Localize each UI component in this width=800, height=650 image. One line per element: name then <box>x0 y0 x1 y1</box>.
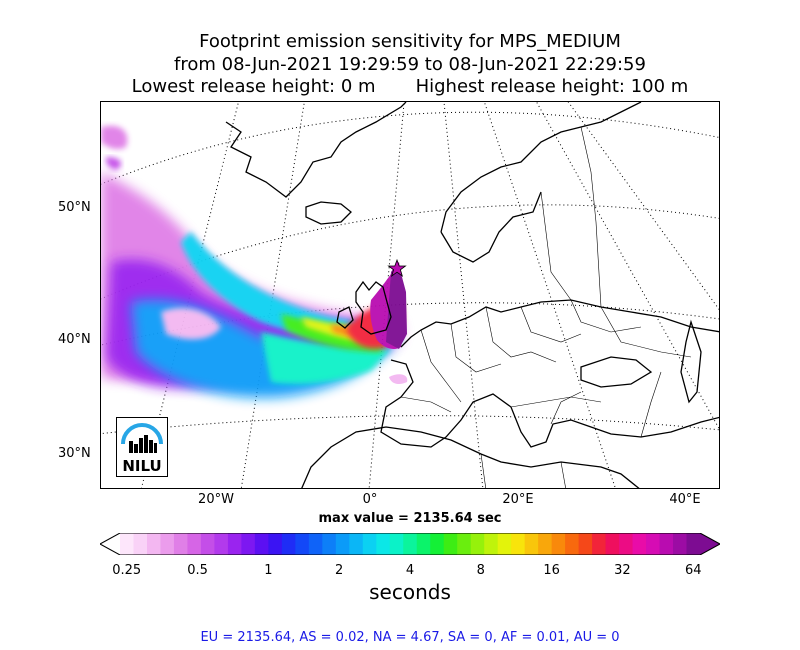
lon-label-0: 0° <box>362 492 378 507</box>
colorbar-cell <box>362 533 377 555</box>
colorbar-cell <box>133 533 148 555</box>
lat-label-50n: 50°N <box>58 200 91 215</box>
colorbar-cell <box>160 533 175 555</box>
colorbar-tick-label: 0.5 <box>187 563 208 578</box>
colorbar-cell <box>295 533 310 555</box>
lat-label-40n: 40°N <box>58 332 91 347</box>
colorbar-cell <box>619 533 634 555</box>
title-line-3: Lowest release height: 0 m Highest relea… <box>131 76 689 97</box>
colorbar-tick-label: 32 <box>614 563 631 578</box>
colorbar-cell <box>322 533 337 555</box>
footprint-plume <box>101 125 408 398</box>
colorbar-cell <box>457 533 472 555</box>
colorbar-tick-label: 4 <box>405 563 415 578</box>
colorbar-cell <box>565 533 580 555</box>
colorbar-tick-label: 8 <box>476 563 485 578</box>
colorbar-cell <box>470 533 485 555</box>
colorbar-cell <box>524 533 539 555</box>
colorbar-cell <box>227 533 242 555</box>
colorbar-tick-label: 1 <box>264 563 273 578</box>
colorbar <box>100 533 720 555</box>
colorbar-cell <box>592 533 607 555</box>
colorbar-cell <box>443 533 458 555</box>
colorbar-cell <box>120 533 134 555</box>
map-panel[interactable] <box>100 101 720 489</box>
colorbar-cell <box>605 533 620 555</box>
colorbar-cell <box>484 533 499 555</box>
colorbar-cell <box>659 533 674 555</box>
nilu-logo: NILU <box>116 417 168 477</box>
colorbar-units-label: seconds <box>369 580 451 604</box>
nilu-logo-graphic <box>121 423 163 453</box>
colorbar-cell <box>335 533 350 555</box>
colorbar-cell <box>646 533 661 555</box>
colorbar-cell <box>173 533 188 555</box>
colorbar-extend-low <box>100 533 120 555</box>
colorbar-cell <box>268 533 283 555</box>
colorbar-cell <box>673 533 688 555</box>
title-line-1: Footprint emission sensitivity for MPS_M… <box>199 31 621 52</box>
colorbar-cell <box>632 533 647 555</box>
colorbar-cell <box>200 533 215 555</box>
colorbar-cell <box>349 533 364 555</box>
release-location-marker <box>387 258 407 278</box>
lat-label-30n: 30°N <box>58 446 91 461</box>
colorbar-cell <box>403 533 418 555</box>
colorbar-cell <box>686 533 701 555</box>
colorbar-cell <box>389 533 404 555</box>
colorbar-cell <box>187 533 202 555</box>
colorbar-tick-label: 16 <box>543 563 560 578</box>
colorbar-tick-label: 0.25 <box>112 563 142 578</box>
nilu-logo-text: NILU <box>122 457 162 475</box>
colorbar-cell <box>254 533 269 555</box>
colorbar-cell <box>214 533 229 555</box>
colorbar-cell <box>281 533 296 555</box>
colorbar-cell <box>241 533 256 555</box>
country-borders <box>400 126 692 488</box>
max-value-label: max value = 2135.64 sec <box>318 511 502 526</box>
colorbar-cell <box>308 533 323 555</box>
colorbar-cell <box>497 533 512 555</box>
colorbar-cell <box>538 533 553 555</box>
colorbar-cell <box>578 533 593 555</box>
lon-label-40e: 40°E <box>669 492 701 507</box>
colorbar-cell <box>430 533 445 555</box>
colorbar-cell <box>416 533 431 555</box>
colorbar-cell <box>511 533 526 555</box>
lon-label-20w: 20°W <box>198 492 234 507</box>
colorbar-tick-label: 2 <box>335 563 344 578</box>
map-svg <box>101 102 719 488</box>
colorbar-tick-label: 64 <box>684 563 702 578</box>
lon-label-20e: 20°E <box>502 492 534 507</box>
colorbar-cell <box>551 533 566 555</box>
colorbar-cell <box>376 533 391 555</box>
title-line-2: from 08-Jun-2021 19:29:59 to 08-Jun-2021… <box>174 54 646 75</box>
region-stats: EU = 2135.64, AS = 0.02, NA = 4.67, SA =… <box>200 630 620 645</box>
colorbar-extend-high <box>700 533 720 555</box>
coastlines <box>225 102 719 488</box>
colorbar-cell <box>146 533 161 555</box>
